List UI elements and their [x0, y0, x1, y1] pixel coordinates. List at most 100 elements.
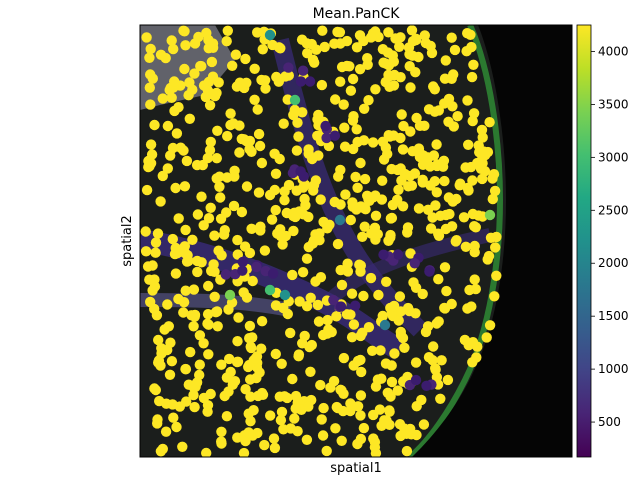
- colorbar-tick-label: 2000: [598, 256, 629, 270]
- cell-point: [462, 28, 473, 39]
- cell-point: [386, 376, 398, 388]
- cell-point: [436, 355, 447, 366]
- cell-point: [392, 385, 403, 396]
- cell-point: [279, 289, 291, 301]
- cell-point: [187, 234, 198, 245]
- cell-point: [484, 117, 495, 128]
- cell-point: [303, 401, 314, 412]
- cell-point: [359, 103, 370, 115]
- cell-point: [402, 222, 414, 233]
- cell-point: [251, 261, 262, 273]
- cell-point: [283, 62, 294, 73]
- cell-point: [179, 241, 190, 252]
- scatter-points: [140, 25, 502, 457]
- cell-point: [355, 354, 366, 366]
- cell-point: [220, 269, 231, 280]
- cell-point: [259, 245, 271, 256]
- cell-point: [252, 104, 263, 115]
- cell-point: [468, 59, 479, 70]
- cell-point: [418, 419, 430, 430]
- cell-point: [484, 320, 496, 331]
- cell-point: [431, 318, 442, 329]
- cell-point: [152, 228, 164, 239]
- cell-point: [278, 118, 289, 129]
- cell-point: [157, 93, 168, 104]
- cell-point: [365, 32, 377, 43]
- cell-point: [339, 141, 351, 152]
- cell-point: [367, 345, 378, 356]
- cell-point: [317, 25, 328, 36]
- cell-point: [167, 233, 178, 245]
- cell-point: [317, 430, 329, 441]
- cell-point: [370, 190, 381, 201]
- cell-point: [489, 185, 501, 197]
- cell-point: [373, 289, 384, 301]
- cell-point: [152, 418, 163, 429]
- cell-point: [348, 319, 360, 330]
- cell-point: [236, 133, 247, 145]
- cell-point: [359, 173, 371, 185]
- cell-point: [386, 360, 397, 371]
- cell-point: [428, 341, 439, 352]
- cell-point: [147, 285, 158, 296]
- cell-point: [479, 166, 491, 177]
- colorbar-tick-label: 3000: [598, 150, 629, 164]
- cell-point: [424, 266, 435, 277]
- cell-point: [335, 301, 347, 312]
- cell-point: [324, 219, 335, 230]
- cell-point: [163, 321, 174, 332]
- cell-point: [154, 395, 165, 407]
- cell-point: [355, 330, 366, 342]
- cell-point: [192, 209, 204, 220]
- cell-point: [166, 356, 178, 367]
- cell-point: [365, 272, 377, 284]
- cell-point: [397, 201, 409, 212]
- cell-point: [404, 60, 415, 72]
- cell-point: [216, 359, 227, 370]
- cell-point: [422, 321, 434, 332]
- cell-point: [450, 236, 461, 247]
- cell-point: [442, 374, 454, 386]
- cell-point: [211, 306, 223, 317]
- cell-point: [423, 352, 435, 363]
- cell-point: [180, 40, 191, 51]
- cell-point: [150, 384, 161, 396]
- colorbar-ticks: 500 1000 1500 2000 2500 3000 3500 4000: [591, 44, 629, 429]
- cell-point: [203, 319, 214, 330]
- cell-point: [140, 246, 152, 257]
- cell-point: [405, 82, 416, 93]
- cell-point: [430, 200, 441, 211]
- cell-point: [370, 210, 382, 221]
- cell-point: [270, 204, 281, 216]
- plot-frame: [139, 24, 573, 458]
- cell-point: [170, 268, 182, 279]
- cell-point: [207, 38, 219, 49]
- cell-point: [399, 342, 410, 353]
- cell-point: [335, 76, 346, 87]
- cell-point: [464, 284, 475, 296]
- cell-point: [198, 220, 209, 231]
- cell-point: [298, 182, 309, 193]
- cell-point: [421, 380, 432, 391]
- cell-point: [206, 56, 218, 68]
- cell-point: [301, 253, 313, 264]
- cell-point: [328, 294, 339, 306]
- cell-point: [205, 136, 216, 148]
- cell-point: [469, 247, 480, 258]
- cell-point: [245, 341, 256, 352]
- cell-point: [203, 349, 214, 360]
- cell-point: [145, 139, 157, 150]
- cell-point: [307, 54, 319, 65]
- cell-point: [256, 343, 267, 354]
- cell-point: [430, 363, 441, 374]
- cell-point: [351, 42, 363, 53]
- cell-point: [354, 202, 365, 213]
- cell-point: [482, 254, 493, 265]
- cell-point: [401, 445, 413, 457]
- cell-point: [142, 261, 154, 272]
- cell-point: [322, 314, 333, 326]
- cell-point: [345, 309, 356, 320]
- cell-point: [264, 284, 276, 296]
- cell-point: [253, 187, 265, 198]
- cell-point: [254, 140, 266, 152]
